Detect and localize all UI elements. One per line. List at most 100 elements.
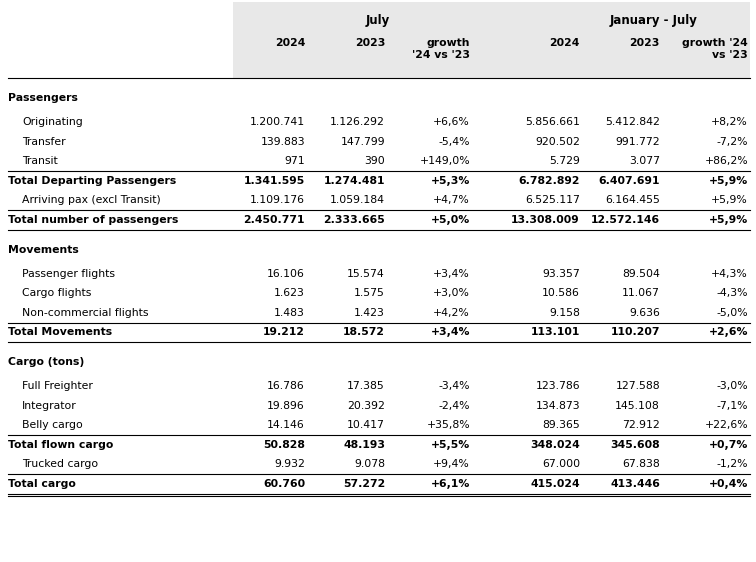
Text: 19.896: 19.896 — [268, 401, 305, 411]
Text: +4,7%: +4,7% — [433, 196, 470, 205]
Text: +4,3%: +4,3% — [711, 269, 748, 279]
Text: Passenger flights: Passenger flights — [22, 269, 115, 279]
Text: 413.446: 413.446 — [610, 479, 660, 489]
Text: January - July: January - July — [610, 14, 698, 27]
Text: +3,4%: +3,4% — [433, 269, 470, 279]
Text: 134.873: 134.873 — [535, 401, 580, 411]
Text: July: July — [365, 14, 389, 27]
Text: 67.838: 67.838 — [622, 460, 660, 469]
Text: 2024: 2024 — [274, 38, 305, 48]
Text: 72.912: 72.912 — [622, 420, 660, 430]
Text: 5.729: 5.729 — [549, 156, 580, 166]
Text: 9.636: 9.636 — [629, 308, 660, 318]
Text: 415.024: 415.024 — [531, 479, 580, 489]
Text: 920.502: 920.502 — [535, 137, 580, 147]
Text: 1.059.184: 1.059.184 — [330, 196, 385, 205]
Text: 89.504: 89.504 — [622, 269, 660, 279]
Text: Full Freighter: Full Freighter — [22, 382, 93, 392]
Text: Total cargo: Total cargo — [8, 479, 76, 489]
Text: -3,4%: -3,4% — [438, 382, 470, 392]
Text: +6,1%: +6,1% — [431, 479, 470, 489]
Text: -7,2%: -7,2% — [717, 137, 748, 147]
Text: 3.077: 3.077 — [629, 156, 660, 166]
Text: 14.146: 14.146 — [268, 420, 305, 430]
Text: 1.575: 1.575 — [354, 288, 385, 298]
Bar — [233, 2, 750, 78]
Text: Integrator: Integrator — [22, 401, 77, 411]
Text: 390: 390 — [364, 156, 385, 166]
Text: -7,1%: -7,1% — [717, 401, 748, 411]
Text: 6.164.455: 6.164.455 — [605, 196, 660, 205]
Text: Total Movements: Total Movements — [8, 328, 112, 337]
Text: 9.078: 9.078 — [354, 460, 385, 469]
Text: 93.357: 93.357 — [542, 269, 580, 279]
Text: 20.392: 20.392 — [347, 401, 385, 411]
Text: +9,4%: +9,4% — [433, 460, 470, 469]
Text: Belly cargo: Belly cargo — [22, 420, 82, 430]
Text: Passengers: Passengers — [8, 93, 78, 103]
Text: -2,4%: -2,4% — [438, 401, 470, 411]
Text: 1.274.481: 1.274.481 — [324, 176, 385, 186]
Text: Total Departing Passengers: Total Departing Passengers — [8, 176, 176, 186]
Text: 9.158: 9.158 — [549, 308, 580, 318]
Text: 48.193: 48.193 — [343, 440, 385, 450]
Text: 16.106: 16.106 — [267, 269, 305, 279]
Text: +22,6%: +22,6% — [705, 420, 748, 430]
Text: -3,0%: -3,0% — [717, 382, 748, 392]
Text: 1.126.292: 1.126.292 — [330, 117, 385, 128]
Text: +5,0%: +5,0% — [431, 215, 470, 225]
Text: Non-commercial flights: Non-commercial flights — [22, 308, 148, 318]
Text: 89.365: 89.365 — [542, 420, 580, 430]
Text: 1.341.595: 1.341.595 — [243, 176, 305, 186]
Text: Trucked cargo: Trucked cargo — [22, 460, 98, 469]
Text: 5.856.661: 5.856.661 — [525, 117, 580, 128]
Text: 18.572: 18.572 — [343, 328, 385, 337]
Text: growth '24
vs '23: growth '24 vs '23 — [682, 38, 748, 60]
Text: 13.308.009: 13.308.009 — [511, 215, 580, 225]
Text: 2023: 2023 — [630, 38, 660, 48]
Text: 123.786: 123.786 — [535, 382, 580, 392]
Text: 113.101: 113.101 — [531, 328, 580, 337]
Text: 50.828: 50.828 — [263, 440, 305, 450]
Text: Total number of passengers: Total number of passengers — [8, 215, 178, 225]
Text: +0,7%: +0,7% — [708, 440, 748, 450]
Text: 147.799: 147.799 — [340, 137, 385, 147]
Text: -1,2%: -1,2% — [717, 460, 748, 469]
Text: 67.000: 67.000 — [542, 460, 580, 469]
Text: 991.772: 991.772 — [615, 137, 660, 147]
Text: Cargo flights: Cargo flights — [22, 288, 91, 298]
Text: 1.109.176: 1.109.176 — [250, 196, 305, 205]
Text: Transit: Transit — [22, 156, 57, 166]
Text: 9.932: 9.932 — [274, 460, 305, 469]
Text: 127.588: 127.588 — [615, 382, 660, 392]
Text: +2,6%: +2,6% — [708, 328, 748, 337]
Text: 2.333.665: 2.333.665 — [324, 215, 385, 225]
Text: 2024: 2024 — [550, 38, 580, 48]
Text: 16.786: 16.786 — [268, 382, 305, 392]
Text: +5,5%: +5,5% — [431, 440, 470, 450]
Text: +5,9%: +5,9% — [711, 196, 748, 205]
Text: +0,4%: +0,4% — [708, 479, 748, 489]
Text: growth
'24 vs '23: growth '24 vs '23 — [412, 38, 470, 60]
Text: +35,8%: +35,8% — [426, 420, 470, 430]
Text: +4,2%: +4,2% — [433, 308, 470, 318]
Text: 57.272: 57.272 — [342, 479, 385, 489]
Text: 19.212: 19.212 — [263, 328, 305, 337]
Text: +5,9%: +5,9% — [709, 215, 748, 225]
Text: 10.586: 10.586 — [542, 288, 580, 298]
Text: 1.200.741: 1.200.741 — [250, 117, 305, 128]
Text: 6.525.117: 6.525.117 — [525, 196, 580, 205]
Text: Cargo (tons): Cargo (tons) — [8, 357, 84, 367]
Text: 145.108: 145.108 — [615, 401, 660, 411]
Text: 139.883: 139.883 — [260, 137, 305, 147]
Text: Arriving pax (excl Transit): Arriving pax (excl Transit) — [22, 196, 161, 205]
Text: 345.608: 345.608 — [610, 440, 660, 450]
Text: -5,4%: -5,4% — [438, 137, 470, 147]
Text: +86,2%: +86,2% — [705, 156, 748, 166]
Text: -5,0%: -5,0% — [717, 308, 748, 318]
Text: -4,3%: -4,3% — [717, 288, 748, 298]
Text: 2.450.771: 2.450.771 — [243, 215, 305, 225]
Text: +3,0%: +3,0% — [433, 288, 470, 298]
Text: Transfer: Transfer — [22, 137, 66, 147]
Text: +149,0%: +149,0% — [420, 156, 470, 166]
